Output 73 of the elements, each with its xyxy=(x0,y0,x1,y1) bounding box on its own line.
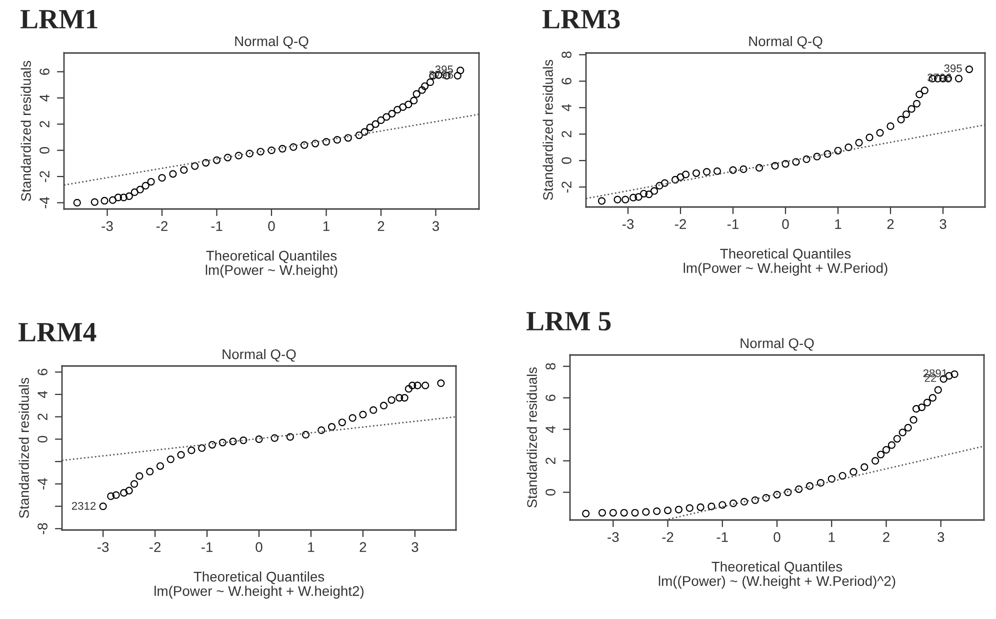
y-tick-label: -4 xyxy=(40,196,50,208)
y-tick-label: 2 xyxy=(546,458,556,464)
y-tick-label: 6 xyxy=(40,68,50,75)
x-axis-title: Theoretical Quantiles xyxy=(712,561,842,574)
x-axis-title: Theoretical Quantiles xyxy=(194,571,324,584)
y-tick-label: -2 xyxy=(40,171,50,182)
chart-title: LRM 5 xyxy=(526,312,611,331)
x-tick-label: 0 xyxy=(782,219,789,230)
x-tick-label: 3 xyxy=(940,219,946,230)
y-tick-label: 6 xyxy=(38,368,48,376)
y-axis-title: Standardized residuals xyxy=(18,378,29,518)
y-tick-label: -8 xyxy=(38,523,48,534)
x-tick-label: 3 xyxy=(432,221,439,232)
y-tick-label: 4 xyxy=(562,104,572,112)
x-tick-label: -3 xyxy=(102,221,113,232)
y-tick-label: 2 xyxy=(40,120,50,128)
y-tick-label: -4 xyxy=(38,478,48,490)
text: lm(Power ~ W.height) xyxy=(206,264,338,278)
x-tick-label: 0 xyxy=(774,532,780,542)
x-tick-label: -1 xyxy=(716,532,728,542)
x-tick-label: 1 xyxy=(308,542,314,552)
y-tick-label: 8 xyxy=(546,363,556,370)
x-tick-label: -3 xyxy=(608,532,619,542)
y-axis-title: Standardized residuals xyxy=(526,367,537,508)
x-tick-label: -2 xyxy=(662,532,674,542)
y-tick-label: -2 xyxy=(562,182,572,193)
x-tick-label: 3 xyxy=(938,532,944,542)
x-tick-label: -2 xyxy=(674,219,686,229)
y-tick-label: 0 xyxy=(38,436,48,442)
x-tick-label: 1 xyxy=(835,219,842,229)
chart-subtitle: Normal Q-Q xyxy=(749,36,822,49)
y-tick-label: 0 xyxy=(562,157,572,164)
x-axis-title: Theoretical Quantiles xyxy=(206,250,337,264)
chart-title: LRM1 xyxy=(20,10,98,28)
annotation: 2312 xyxy=(72,502,96,510)
y-axis-title: Standardized residuals xyxy=(20,60,31,202)
y-tick-label: 8 xyxy=(562,51,572,58)
x-tick-label: -2 xyxy=(156,221,168,231)
x-tick-label: -3 xyxy=(622,219,634,230)
y-tick-label: 2 xyxy=(38,414,48,420)
x-tick-label: -1 xyxy=(201,542,213,552)
x-tick-label: 1 xyxy=(828,532,835,542)
y-tick-label: 0 xyxy=(546,488,556,496)
x-tick-label: 0 xyxy=(256,542,262,552)
chart-subtitle: Normal Q-Q xyxy=(235,36,308,49)
x-tick-label: 0 xyxy=(268,221,275,232)
x-axis-title: Theoretical Quantiles xyxy=(720,248,851,262)
x-tick-label: 1 xyxy=(323,221,330,231)
y-tick-label: 4 xyxy=(546,426,556,433)
x-tick-label: -1 xyxy=(211,221,222,231)
y-tick-label: 6 xyxy=(546,394,556,401)
text: lm(Power ~ W.height + W.height2) xyxy=(154,586,364,599)
x-tick-label: -2 xyxy=(149,542,161,552)
x-tick-label: 2 xyxy=(883,532,890,542)
chart-subtitle: Normal Q-Q xyxy=(740,338,814,351)
y-tick-label: 2 xyxy=(562,130,572,138)
x-tick-label: -1 xyxy=(727,219,738,229)
text: lm((Power) ~ (W.height + W.Period)^2) xyxy=(658,576,896,589)
x-tick-label: 2 xyxy=(378,221,384,231)
y-tick-label: 4 xyxy=(40,94,50,102)
y-tick-label: 0 xyxy=(40,147,50,154)
chart-subtitle: Normal Q-Q xyxy=(222,348,296,362)
y-tick-label: 6 xyxy=(562,78,572,84)
annotation: 395 xyxy=(944,64,962,72)
y-axis-title: Standardized residuals xyxy=(542,60,553,200)
text: lm(Power ~ W.height + W.Period) xyxy=(684,262,888,276)
y-tick-label: 4 xyxy=(38,390,48,398)
x-tick-label: 3 xyxy=(412,542,418,552)
x-tick-label: 2 xyxy=(360,542,366,552)
x-tick-label: -3 xyxy=(98,542,109,552)
chart-title: LRM3 xyxy=(542,10,620,29)
chart-title: LRM4 xyxy=(18,322,96,342)
x-tick-label: 2 xyxy=(887,219,894,229)
